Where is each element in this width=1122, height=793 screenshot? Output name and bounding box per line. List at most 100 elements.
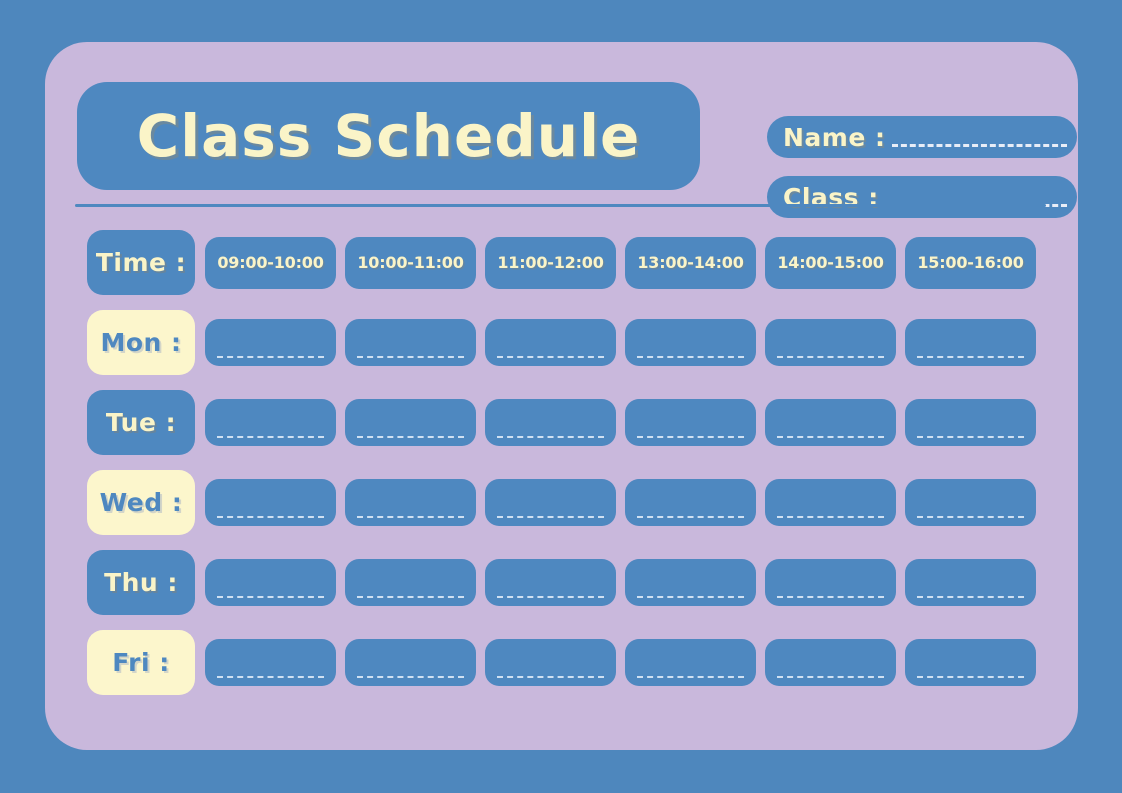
time-slot-3: 13:00-14:00 — [625, 236, 756, 289]
write-line — [917, 436, 1024, 438]
entry-list-thu — [205, 559, 1036, 606]
entry-cell-fri-3[interactable] — [625, 639, 756, 686]
write-line — [357, 436, 464, 438]
write-line — [777, 516, 884, 518]
day-label-wed: Wed : — [87, 470, 195, 535]
write-line — [637, 676, 744, 678]
entry-cell-mon-3[interactable] — [625, 319, 756, 366]
entry-cell-mon-1[interactable] — [345, 319, 476, 366]
entry-cell-thu-4[interactable] — [765, 559, 896, 606]
entry-cell-fri-5[interactable] — [905, 639, 1036, 686]
write-line — [777, 436, 884, 438]
write-line — [917, 596, 1024, 598]
schedule-row-wed: Wed : — [87, 470, 1036, 535]
write-line — [637, 516, 744, 518]
entry-list-wed — [205, 479, 1036, 526]
write-line — [497, 356, 604, 358]
entry-cell-wed-1[interactable] — [345, 479, 476, 526]
time-slot-label: 10:00-11:00 — [357, 253, 464, 272]
time-slot-0: 09:00-10:00 — [205, 236, 336, 289]
entry-cell-tue-1[interactable] — [345, 399, 476, 446]
entry-cell-thu-2[interactable] — [485, 559, 616, 606]
schedule-row-thu: Thu : — [87, 550, 1036, 615]
entry-list-tue — [205, 399, 1036, 446]
write-line — [777, 676, 884, 678]
schedule-row-tue: Tue : — [87, 390, 1036, 455]
entry-cell-wed-0[interactable] — [205, 479, 336, 526]
class-field-row[interactable]: Class : — [767, 176, 1077, 218]
time-slot-label: 15:00-16:00 — [917, 253, 1024, 272]
write-line — [217, 436, 324, 438]
time-slot-list: 09:00-10:00 10:00-11:00 11:00-12:00 13:0… — [205, 236, 1036, 289]
write-line — [217, 596, 324, 598]
write-line — [777, 596, 884, 598]
entry-list-mon — [205, 319, 1036, 366]
write-line — [917, 676, 1024, 678]
entry-cell-thu-5[interactable] — [905, 559, 1036, 606]
time-slot-2: 11:00-12:00 — [485, 236, 616, 289]
time-slot-label: 13:00-14:00 — [637, 253, 744, 272]
header-divider — [75, 204, 1046, 207]
write-line — [637, 596, 744, 598]
write-line — [497, 436, 604, 438]
entry-cell-fri-0[interactable] — [205, 639, 336, 686]
entry-list-fri — [205, 639, 1036, 686]
entry-cell-fri-1[interactable] — [345, 639, 476, 686]
day-label-thu: Thu : — [87, 550, 195, 615]
time-slot-label: 09:00-10:00 — [217, 253, 324, 272]
write-line — [497, 676, 604, 678]
write-line — [357, 516, 464, 518]
schedule-grid: Time : 09:00-10:00 10:00-11:00 11:00-12:… — [87, 230, 1036, 695]
write-line — [637, 356, 744, 358]
entry-cell-tue-2[interactable] — [485, 399, 616, 446]
write-line — [637, 436, 744, 438]
entry-cell-fri-4[interactable] — [765, 639, 896, 686]
time-slot-5: 15:00-16:00 — [905, 236, 1036, 289]
write-line — [357, 356, 464, 358]
entry-cell-tue-5[interactable] — [905, 399, 1036, 446]
entry-cell-tue-4[interactable] — [765, 399, 896, 446]
name-field-writeline[interactable] — [891, 143, 1067, 147]
write-line — [217, 676, 324, 678]
time-slot-1: 10:00-11:00 — [345, 236, 476, 289]
entry-cell-mon-4[interactable] — [765, 319, 896, 366]
entry-cell-wed-2[interactable] — [485, 479, 616, 526]
entry-cell-tue-0[interactable] — [205, 399, 336, 446]
day-label-fri: Fri : — [87, 630, 195, 695]
schedule-row-mon: Mon : — [87, 310, 1036, 375]
write-line — [357, 676, 464, 678]
write-line — [917, 356, 1024, 358]
day-label-mon: Mon : — [87, 310, 195, 375]
entry-cell-mon-5[interactable] — [905, 319, 1036, 366]
entry-cell-wed-3[interactable] — [625, 479, 756, 526]
name-field-label: Name : — [783, 122, 886, 152]
entry-cell-wed-4[interactable] — [765, 479, 896, 526]
schedule-card: Class Schedule Name : Class : Time : 09:… — [45, 42, 1078, 750]
entry-cell-thu-0[interactable] — [205, 559, 336, 606]
header: Class Schedule Name : Class : — [77, 78, 1077, 218]
entry-cell-wed-5[interactable] — [905, 479, 1036, 526]
entry-cell-mon-2[interactable] — [485, 319, 616, 366]
write-line — [217, 516, 324, 518]
entry-cell-fri-2[interactable] — [485, 639, 616, 686]
page-title: Class Schedule — [136, 102, 641, 170]
name-field-row[interactable]: Name : — [767, 116, 1077, 158]
entry-cell-thu-3[interactable] — [625, 559, 756, 606]
entry-cell-tue-3[interactable] — [625, 399, 756, 446]
entry-cell-mon-0[interactable] — [205, 319, 336, 366]
write-line — [777, 356, 884, 358]
write-line — [497, 516, 604, 518]
day-label-tue: Tue : — [87, 390, 195, 455]
entry-cell-thu-1[interactable] — [345, 559, 476, 606]
time-slot-4: 14:00-15:00 — [765, 236, 896, 289]
write-line — [217, 356, 324, 358]
schedule-row-fri: Fri : — [87, 630, 1036, 695]
time-slot-label: 14:00-15:00 — [777, 253, 884, 272]
write-line — [917, 516, 1024, 518]
write-line — [497, 596, 604, 598]
class-field-label: Class : — [783, 182, 879, 212]
time-slot-label: 11:00-12:00 — [497, 253, 604, 272]
time-header-row: Time : 09:00-10:00 10:00-11:00 11:00-12:… — [87, 230, 1036, 295]
write-line — [357, 596, 464, 598]
